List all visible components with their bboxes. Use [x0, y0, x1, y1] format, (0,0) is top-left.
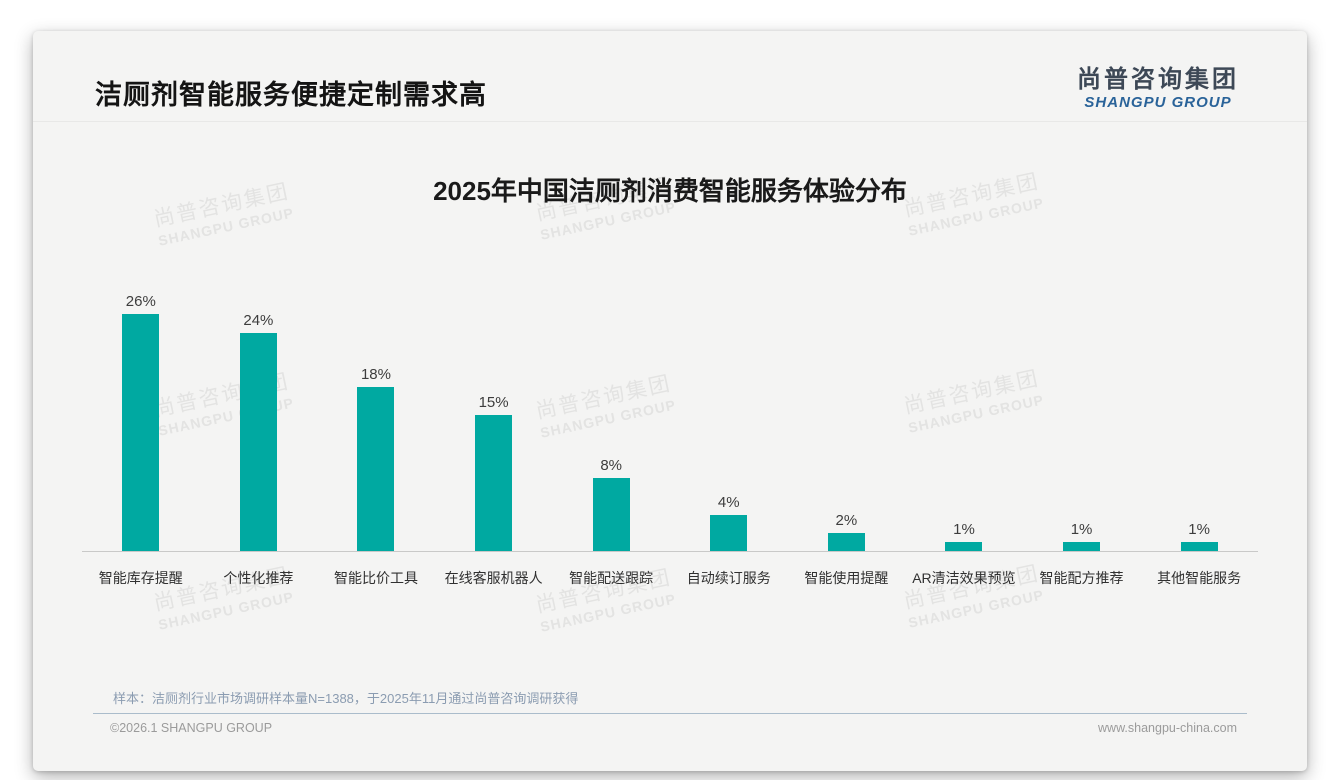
category-label: 智能库存提醒 [98, 570, 183, 586]
bar-slot: 2% [788, 512, 906, 551]
bar-slot: 24% [200, 312, 318, 551]
bar [1063, 541, 1101, 551]
footer-row: ©2026.1 SHANGPU GROUP www.shangpu-china.… [110, 721, 1237, 735]
bar [239, 332, 277, 551]
bar [710, 514, 748, 551]
header-divider [33, 121, 1307, 122]
slide-card: 尚普咨询集团 SHANGPU GROUP 尚普咨询集团 SHANGPU GROUP 尚普… [33, 31, 1307, 771]
bar-slot: 15% [435, 393, 553, 551]
bar [945, 541, 983, 551]
bar-value-label: 24% [243, 311, 274, 329]
bar [592, 478, 630, 551]
category-label: 智能配送跟踪 [569, 570, 654, 586]
bar-value-label: 26% [125, 293, 156, 311]
bar-slot: 18% [317, 366, 435, 551]
bar-value-label: 2% [835, 511, 858, 529]
bar-chart-plot: 26% 24% 18% 15% 8% 4% 2% 1% 1% 1% [82, 292, 1258, 552]
category-label: AR清洁效果预览 [912, 570, 1016, 586]
category-label: 智能使用提醒 [804, 570, 889, 586]
slide-content: 洁厕剂智能服务便捷定制需求高 尚普咨询集团 SHANGPU GROUP 2025… [33, 31, 1307, 771]
category-label: 自动续订服务 [686, 570, 771, 586]
bar [122, 314, 160, 551]
bar-value-label: 1% [953, 520, 975, 538]
page-title: 洁厕剂智能服务便捷定制需求高 [95, 80, 487, 110]
bar-slot: 8% [552, 457, 670, 551]
footer-divider [93, 713, 1247, 714]
bar-slot: 26% [82, 293, 200, 551]
bar-value-label: 18% [360, 366, 391, 384]
category-label: 个性化推荐 [223, 570, 294, 586]
category-label: 智能比价工具 [333, 570, 418, 586]
bar-value-label: 1% [1070, 520, 1093, 538]
bar [827, 532, 865, 551]
bar-value-label: 8% [600, 457, 623, 475]
bar [357, 387, 395, 551]
category-label: 智能配方推荐 [1039, 570, 1124, 586]
sample-footnote: 样本：洁厕剂行业市场调研样本量N=1388，于2025年11月通过尚普咨询调研获… [113, 691, 579, 706]
logo-text-cn: 尚普咨询集团 [1077, 66, 1239, 93]
bar-slot: 1% [905, 521, 1023, 551]
bar [1180, 541, 1218, 551]
copyright-text: ©2026.1 SHANGPU GROUP [110, 721, 273, 735]
category-label: 在线客服机器人 [444, 570, 543, 586]
category-label: 其他智能服务 [1157, 570, 1242, 586]
bar-value-label: 1% [1188, 520, 1210, 538]
bar [475, 414, 513, 551]
company-logo: 尚普咨询集团 SHANGPU GROUP [1077, 59, 1239, 111]
bar-chart-categories: 智能库存提醒 个性化推荐 智能比价工具 在线客服机器人 智能配送跟踪 自动续订服务 智能使用… [82, 568, 1258, 588]
bar-slot: 1% [1023, 521, 1141, 551]
website-link[interactable]: www.shangpu-china.com [1098, 721, 1237, 735]
chart-title: 2025年中国洁厕剂消费智能服务体验分布 [433, 176, 907, 206]
logo-text-en: SHANGPU GROUP [1084, 94, 1232, 111]
bar-value-label: 4% [717, 493, 740, 511]
bar-value-label: 15% [478, 393, 509, 411]
bar-slot: 4% [670, 494, 788, 551]
bar-slot: 1% [1140, 521, 1258, 551]
